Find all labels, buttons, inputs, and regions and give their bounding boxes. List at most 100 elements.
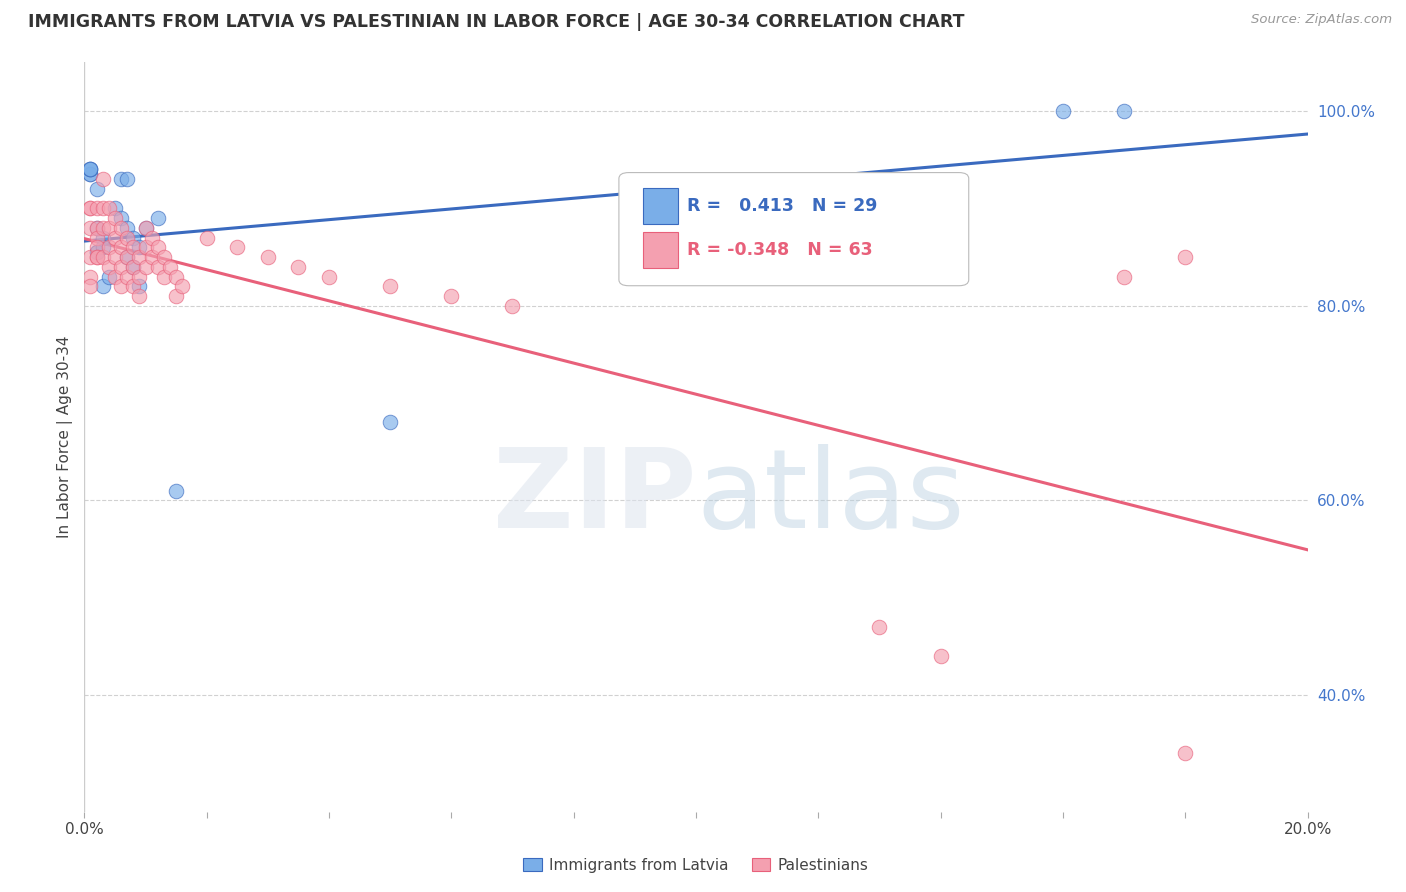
Point xyxy=(869,620,891,634)
Point xyxy=(79,269,101,284)
Point xyxy=(97,260,120,274)
Point xyxy=(79,162,101,177)
Point xyxy=(104,230,127,244)
Point xyxy=(91,202,114,216)
Bar xyxy=(644,232,678,268)
Point xyxy=(153,250,176,264)
Point xyxy=(141,250,163,264)
Point xyxy=(79,279,101,293)
Point xyxy=(135,220,157,235)
Point xyxy=(115,250,138,264)
Text: R = -0.348   N = 63: R = -0.348 N = 63 xyxy=(688,241,873,259)
Point xyxy=(97,269,120,284)
Point xyxy=(146,260,169,274)
Text: R =   0.413   N = 29: R = 0.413 N = 29 xyxy=(688,196,877,215)
Point xyxy=(79,202,101,216)
Point xyxy=(104,269,127,284)
Point xyxy=(110,220,132,235)
Point xyxy=(91,172,114,186)
Point xyxy=(110,211,132,226)
Point xyxy=(380,279,402,293)
Point xyxy=(86,245,108,260)
Text: IMMIGRANTS FROM LATVIA VS PALESTINIAN IN LABOR FORCE | AGE 30-34 CORRELATION CHA: IMMIGRANTS FROM LATVIA VS PALESTINIAN IN… xyxy=(28,13,965,31)
Point xyxy=(79,202,101,216)
Y-axis label: In Labor Force | Age 30-34: In Labor Force | Age 30-34 xyxy=(58,335,73,539)
Point xyxy=(91,279,114,293)
Point xyxy=(104,250,127,264)
Point xyxy=(97,220,120,235)
Point xyxy=(110,240,132,254)
Point xyxy=(195,230,218,244)
Point xyxy=(141,230,163,244)
Point xyxy=(104,202,127,216)
Point xyxy=(128,240,150,254)
Point xyxy=(79,167,101,181)
Legend: Immigrants from Latvia, Palestinians: Immigrants from Latvia, Palestinians xyxy=(517,852,875,879)
Point xyxy=(86,220,108,235)
Point xyxy=(79,162,101,177)
Point xyxy=(110,279,132,293)
Point xyxy=(128,250,150,264)
Point xyxy=(165,289,187,303)
Point xyxy=(257,250,280,264)
FancyBboxPatch shape xyxy=(619,172,969,285)
Point xyxy=(79,162,101,177)
Point xyxy=(104,211,127,226)
Point xyxy=(165,483,187,498)
Point xyxy=(115,172,138,186)
Point xyxy=(128,279,150,293)
Bar xyxy=(644,187,678,224)
Point xyxy=(115,230,138,244)
Point xyxy=(86,250,108,264)
Point xyxy=(1052,104,1074,119)
Point xyxy=(165,269,187,284)
Point xyxy=(1174,747,1197,761)
Point xyxy=(146,211,169,226)
Point xyxy=(122,260,145,274)
Point xyxy=(97,240,120,254)
Point xyxy=(172,279,194,293)
Point xyxy=(135,240,157,254)
Point xyxy=(91,240,114,254)
Point xyxy=(110,260,132,274)
Point xyxy=(86,245,108,260)
Point xyxy=(79,167,101,181)
Point xyxy=(226,240,249,254)
Point xyxy=(1174,250,1197,264)
Point xyxy=(91,220,114,235)
Point xyxy=(287,260,309,274)
Point xyxy=(97,202,120,216)
Point xyxy=(122,260,145,274)
Text: atlas: atlas xyxy=(696,443,965,550)
Point xyxy=(128,269,150,284)
Point xyxy=(86,182,108,196)
Point xyxy=(135,220,157,235)
Point xyxy=(380,416,402,430)
Point xyxy=(86,250,108,264)
Point xyxy=(146,240,169,254)
Point xyxy=(86,230,108,244)
Point xyxy=(115,269,138,284)
Point xyxy=(86,240,108,254)
Point xyxy=(1114,269,1136,284)
Point xyxy=(115,220,138,235)
Point xyxy=(79,250,101,264)
Point xyxy=(91,230,114,244)
Text: ZIP: ZIP xyxy=(492,443,696,550)
Point xyxy=(86,220,108,235)
Point xyxy=(1114,104,1136,119)
Point xyxy=(440,289,463,303)
Point xyxy=(153,269,176,284)
Point xyxy=(128,289,150,303)
Point xyxy=(318,269,340,284)
Point xyxy=(502,299,524,313)
Point xyxy=(115,250,138,264)
Point xyxy=(86,202,108,216)
Point xyxy=(135,260,157,274)
Point xyxy=(122,279,145,293)
Point xyxy=(929,648,952,663)
Point xyxy=(122,240,145,254)
Text: Source: ZipAtlas.com: Source: ZipAtlas.com xyxy=(1251,13,1392,27)
Point xyxy=(79,220,101,235)
Point xyxy=(91,250,114,264)
